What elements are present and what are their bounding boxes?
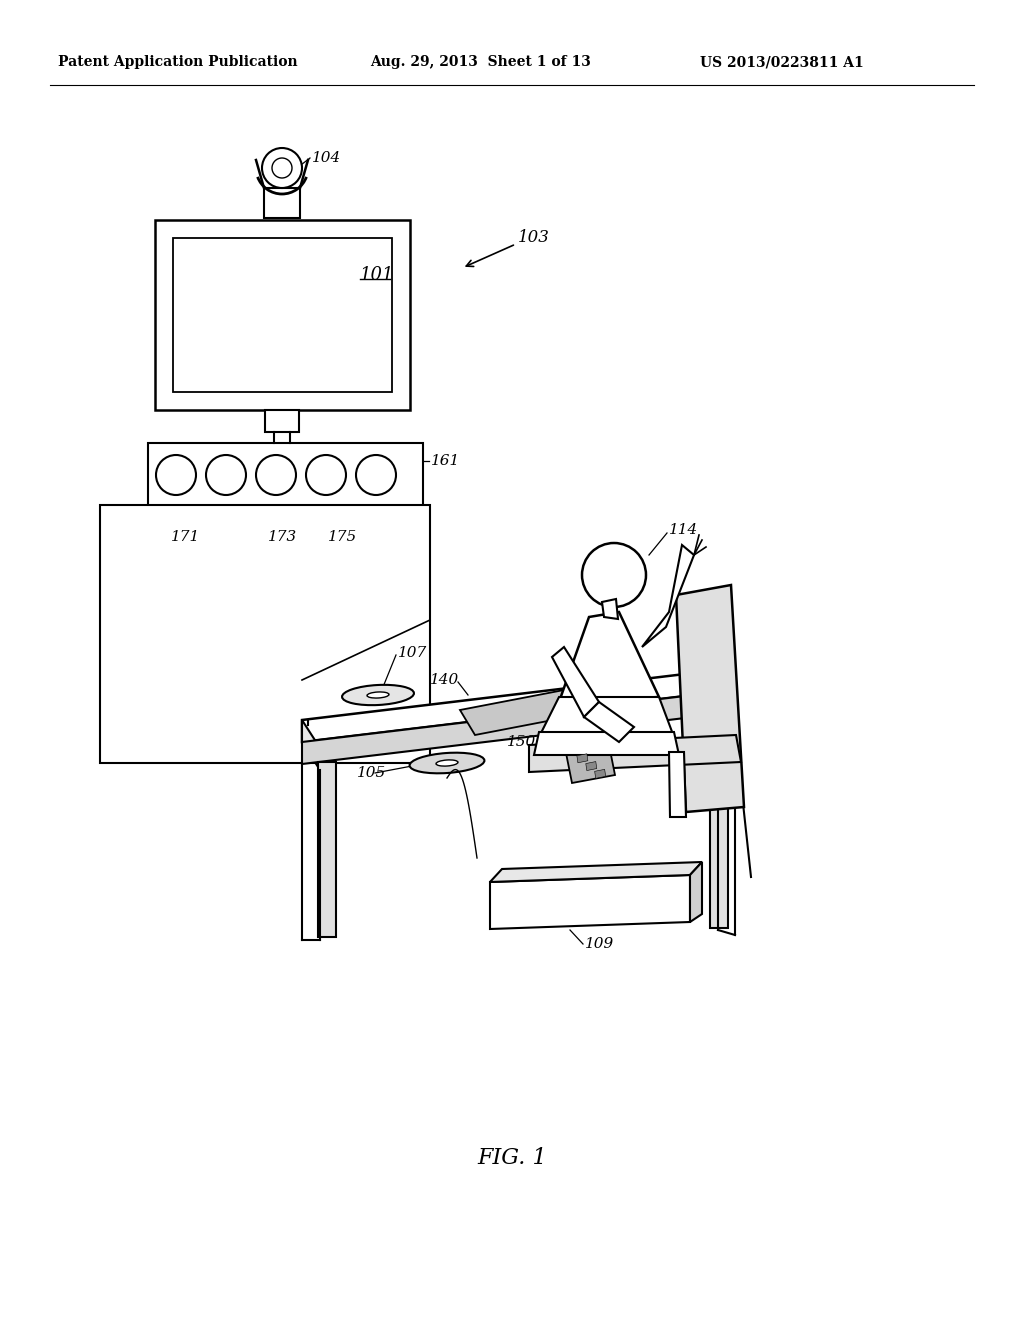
Polygon shape	[490, 875, 690, 929]
Text: 175: 175	[328, 531, 357, 544]
Polygon shape	[539, 697, 674, 737]
Text: 101: 101	[360, 267, 394, 284]
Polygon shape	[155, 220, 410, 411]
Polygon shape	[302, 668, 735, 742]
Text: 114: 114	[669, 523, 698, 537]
Polygon shape	[100, 506, 430, 763]
Polygon shape	[669, 752, 686, 817]
Polygon shape	[690, 862, 702, 921]
Ellipse shape	[367, 692, 389, 698]
Polygon shape	[318, 762, 336, 937]
Polygon shape	[584, 702, 634, 742]
Text: 150: 150	[507, 735, 537, 748]
Polygon shape	[529, 735, 741, 772]
Circle shape	[582, 543, 646, 607]
Text: 105: 105	[357, 766, 386, 780]
Circle shape	[156, 455, 196, 495]
Polygon shape	[173, 238, 392, 392]
Circle shape	[206, 455, 246, 495]
Polygon shape	[148, 444, 423, 508]
Ellipse shape	[342, 685, 414, 705]
Circle shape	[256, 455, 296, 495]
Polygon shape	[302, 719, 319, 770]
Polygon shape	[565, 741, 615, 783]
Polygon shape	[552, 647, 599, 717]
Circle shape	[356, 455, 396, 495]
Polygon shape	[710, 710, 728, 928]
Circle shape	[306, 455, 346, 495]
Polygon shape	[642, 545, 694, 647]
Text: Aug. 29, 2013  Sheet 1 of 13: Aug. 29, 2013 Sheet 1 of 13	[370, 55, 591, 69]
Circle shape	[272, 158, 292, 178]
Polygon shape	[302, 690, 735, 764]
Text: 107: 107	[398, 645, 427, 660]
Polygon shape	[534, 733, 679, 755]
Text: 173: 173	[268, 531, 297, 544]
Text: Patent Application Publication: Patent Application Publication	[58, 55, 298, 69]
Ellipse shape	[410, 752, 484, 774]
Polygon shape	[602, 599, 618, 619]
Text: 161: 161	[431, 454, 460, 469]
Text: US 2013/0223811 A1: US 2013/0223811 A1	[700, 55, 864, 69]
Text: 104: 104	[312, 150, 341, 165]
Polygon shape	[676, 585, 744, 812]
Ellipse shape	[436, 760, 458, 766]
Text: 103: 103	[518, 230, 550, 247]
Circle shape	[262, 148, 302, 187]
Text: 140: 140	[430, 673, 459, 686]
Text: FIG. 1: FIG. 1	[477, 1147, 547, 1170]
Polygon shape	[577, 754, 588, 763]
Polygon shape	[490, 862, 702, 882]
Polygon shape	[595, 770, 605, 779]
Text: 109: 109	[585, 937, 614, 950]
Text: 171: 171	[171, 531, 201, 544]
Polygon shape	[264, 187, 300, 218]
Polygon shape	[586, 762, 597, 771]
Polygon shape	[460, 685, 605, 735]
Polygon shape	[265, 411, 299, 432]
Polygon shape	[559, 612, 659, 702]
